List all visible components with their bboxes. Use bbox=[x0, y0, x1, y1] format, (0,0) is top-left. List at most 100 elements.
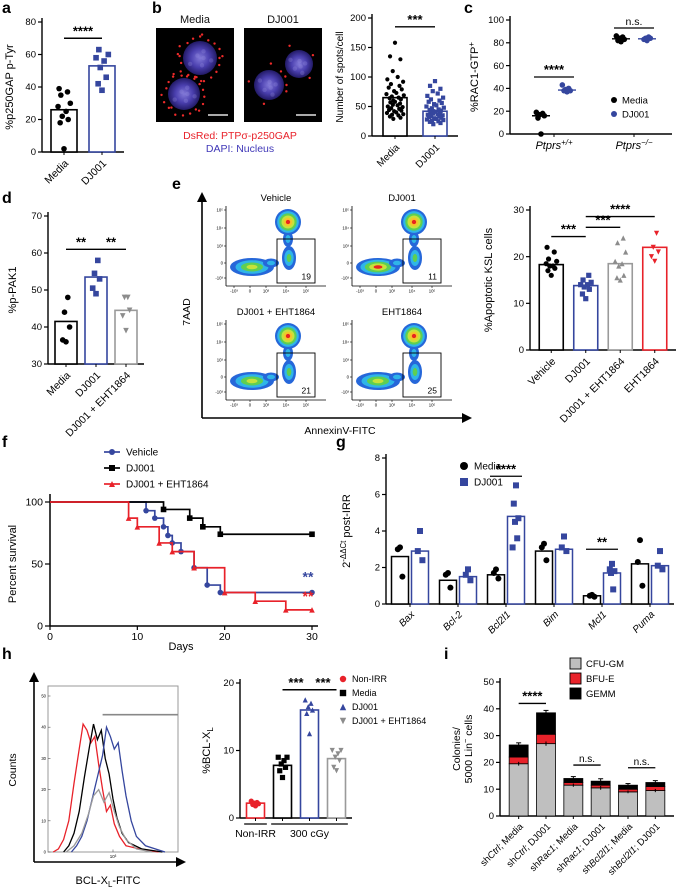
svg-text:60: 60 bbox=[493, 61, 504, 72]
svg-text:-10³: -10³ bbox=[215, 390, 223, 395]
svg-text:**: ** bbox=[597, 534, 608, 549]
svg-text:n.s.: n.s. bbox=[579, 754, 595, 765]
svg-text:0: 0 bbox=[37, 621, 43, 633]
svg-text:0: 0 bbox=[31, 147, 36, 158]
svg-text:10⁴: 10⁴ bbox=[283, 289, 290, 294]
svg-text:Bcl2l1: Bcl2l1 bbox=[486, 609, 513, 636]
svg-text:10³: 10³ bbox=[263, 403, 270, 408]
svg-text:Media: Media bbox=[44, 370, 73, 399]
svg-text:%p250GAP p-Tyr: %p250GAP p-Tyr bbox=[4, 44, 16, 130]
svg-text:60: 60 bbox=[25, 50, 36, 61]
panel-c-chart: 0 20 40 60 80 100 **** Ptprs+/+ n.s. Ptprs−/− Medi… bbox=[467, 15, 672, 152]
svg-text:30: 30 bbox=[483, 731, 494, 742]
svg-text:10⁵: 10⁵ bbox=[342, 208, 349, 213]
svg-text:0: 0 bbox=[229, 813, 234, 824]
svg-text:Colonies/: Colonies/ bbox=[451, 727, 463, 771]
legend-item-dj001-eht1864: DJ001 + EHT1864 bbox=[338, 714, 426, 728]
svg-text:70: 70 bbox=[31, 211, 42, 222]
legend-item-media: Media bbox=[338, 686, 426, 700]
svg-text:25: 25 bbox=[428, 386, 438, 396]
legend-item-non-irr: Non-IRR bbox=[338, 672, 426, 686]
fluorescence-image-dj001 bbox=[244, 28, 322, 122]
caption-dsred: DsRed: PTPσ-p250GAP bbox=[183, 130, 297, 142]
svg-text:Percent survival: Percent survival bbox=[7, 525, 19, 603]
svg-text:50: 50 bbox=[355, 102, 366, 113]
svg-text:10³: 10³ bbox=[389, 289, 396, 294]
panel-e-flow-plots: 7AAD AnnexinV-FITC Vehicle 10⁵ 10⁴ 10³ 0 -10³ -1… bbox=[181, 192, 472, 437]
svg-text:-10³: -10³ bbox=[215, 276, 223, 281]
svg-text:-10³: -10³ bbox=[341, 276, 349, 281]
svg-text:***: *** bbox=[315, 675, 331, 690]
svg-text:40: 40 bbox=[41, 725, 46, 730]
panel-i: i 0 10 20 30 40 50 shCtrl; Media shCtrl; DJ001 s… bbox=[444, 646, 680, 888]
fluorescence-image-media bbox=[156, 28, 234, 122]
svg-text:DJ001: DJ001 bbox=[474, 478, 503, 489]
svg-text:10⁵: 10⁵ bbox=[216, 208, 223, 213]
panel-a-chart: 0 20 40 60 80 Media DJ001 **** %p250GAP p-Tyr bbox=[4, 17, 124, 188]
svg-text:10⁵: 10⁵ bbox=[303, 289, 310, 294]
svg-text:****: **** bbox=[610, 202, 631, 217]
panel-f-survival-chart: 0 50 100 0 10 20 30 Vehicle ** DJ001 DJ001 + EHT18… bbox=[7, 448, 318, 653]
svg-text:****: **** bbox=[496, 461, 517, 476]
svg-text:10: 10 bbox=[41, 818, 46, 823]
svg-text:20: 20 bbox=[493, 106, 504, 117]
panel-b-label: b bbox=[152, 0, 162, 17]
svg-text:10³: 10³ bbox=[343, 244, 350, 249]
svg-text:0: 0 bbox=[221, 375, 224, 380]
panel-g: g 0 2 4 6 8 Bax Bcl-2 Bcl2l1 Bim Mcl1 Puma **** ** Me… bbox=[336, 434, 680, 650]
svg-text:%BCL-XL: %BCL-XL bbox=[201, 727, 215, 774]
svg-text:Puma: Puma bbox=[631, 609, 658, 636]
svg-text:80: 80 bbox=[493, 38, 504, 49]
svg-text:DJ001: DJ001 bbox=[388, 193, 415, 204]
svg-text:0: 0 bbox=[44, 850, 47, 855]
svg-text:%RAC1-GTP+: %RAC1-GTP+ bbox=[467, 42, 481, 112]
panel-h: h Counts BCL-XL-FITC 0 10 20 30 40 50 10³ 0 10 20 *… bbox=[2, 646, 444, 888]
svg-text:0: 0 bbox=[499, 129, 504, 140]
svg-text:Ptprs+/+: Ptprs+/+ bbox=[535, 138, 573, 152]
svg-text:40: 40 bbox=[31, 322, 42, 333]
svg-text:DJ001: DJ001 bbox=[414, 142, 443, 171]
svg-text:**: ** bbox=[76, 234, 87, 249]
svg-text:Media: Media bbox=[474, 462, 502, 473]
panel-g-label: g bbox=[336, 434, 346, 451]
svg-text:50: 50 bbox=[31, 285, 42, 296]
panel-h-legend: Non-IRR Media DJ001 DJ001 + EHT1864 bbox=[338, 672, 426, 728]
svg-text:60: 60 bbox=[31, 248, 42, 259]
svg-text:10⁴: 10⁴ bbox=[216, 340, 223, 345]
svg-text:30: 30 bbox=[306, 631, 318, 643]
svg-text:**: ** bbox=[303, 568, 314, 584]
svg-text:Vehicle: Vehicle bbox=[526, 356, 559, 389]
svg-text:100: 100 bbox=[350, 72, 366, 83]
panel-b: b Media DJ001 DsRed: PTPσ-p250GAP DAPI: … bbox=[152, 0, 464, 194]
svg-text:30: 30 bbox=[41, 756, 46, 761]
fluorescence-images: Media DJ001 bbox=[156, 14, 322, 122]
panel-a-label: a bbox=[2, 0, 11, 17]
svg-text:CFU-GM: CFU-GM bbox=[586, 659, 624, 670]
svg-text:7AAD: 7AAD bbox=[181, 298, 193, 326]
svg-text:****: **** bbox=[73, 23, 94, 38]
svg-text:10⁵: 10⁵ bbox=[216, 322, 223, 327]
svg-text:**: ** bbox=[303, 588, 314, 604]
svg-text:10⁴: 10⁴ bbox=[342, 340, 349, 345]
svg-text:-10³: -10³ bbox=[341, 390, 349, 395]
svg-text:***: *** bbox=[407, 12, 423, 27]
svg-text:**: ** bbox=[106, 234, 117, 249]
panel-e: e 7AAD AnnexinV-FITC Vehicle 10⁵ 10⁴ 10³ 0 -10³… bbox=[172, 176, 680, 438]
svg-text:20: 20 bbox=[41, 787, 46, 792]
svg-text:10⁵: 10⁵ bbox=[342, 322, 349, 327]
svg-text:10³: 10³ bbox=[263, 289, 270, 294]
fluorescence-image-media-block: Media bbox=[156, 14, 234, 122]
svg-text:Bim: Bim bbox=[541, 609, 561, 629]
svg-text:EHT1864: EHT1864 bbox=[622, 356, 662, 396]
svg-text:30: 30 bbox=[31, 359, 42, 370]
svg-text:10³: 10³ bbox=[343, 358, 350, 363]
svg-text:Bax: Bax bbox=[397, 609, 418, 630]
svg-text:20: 20 bbox=[25, 115, 36, 126]
svg-text:10⁴: 10⁴ bbox=[283, 403, 290, 408]
svg-text:8: 8 bbox=[375, 453, 380, 464]
svg-text:19: 19 bbox=[302, 272, 312, 282]
svg-text:****: **** bbox=[522, 688, 543, 703]
svg-text:0: 0 bbox=[361, 131, 366, 142]
svg-text:0: 0 bbox=[221, 261, 224, 266]
